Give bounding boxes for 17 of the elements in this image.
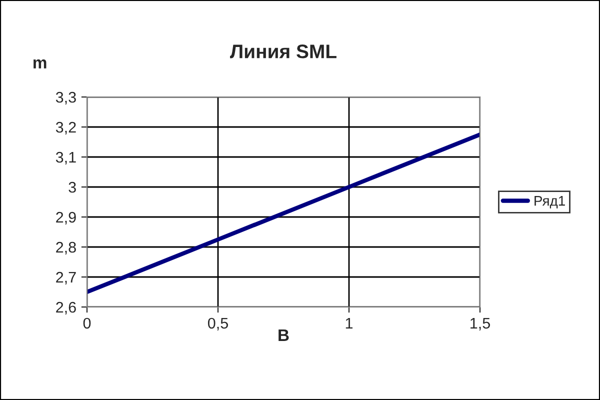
x-tick-label: 1 — [346, 318, 353, 328]
y-tick-label: 3 — [68, 182, 76, 193]
x-axis-title: B — [278, 329, 289, 341]
x-tick-label: 1,5 — [470, 318, 490, 330]
y-tick-label: 2,7 — [56, 272, 76, 284]
y-tick-label: 2,6 — [56, 302, 76, 314]
chart-title: Линия SML — [230, 44, 336, 58]
y-tick-label: 3,2 — [56, 122, 76, 134]
y-tick-label: 3,3 — [56, 92, 76, 104]
y-axis-title: m — [34, 59, 46, 68]
legend-label: Ряд1 — [534, 196, 565, 208]
y-tick-label: 3,1 — [56, 152, 76, 164]
line-series — [87, 132, 480, 294]
y-tick-label: 2,9 — [56, 212, 76, 224]
y-tick-label: 2,8 — [56, 242, 76, 254]
x-tick-label: 0 — [83, 318, 91, 329]
x-tick-label: 0,5 — [208, 318, 228, 330]
